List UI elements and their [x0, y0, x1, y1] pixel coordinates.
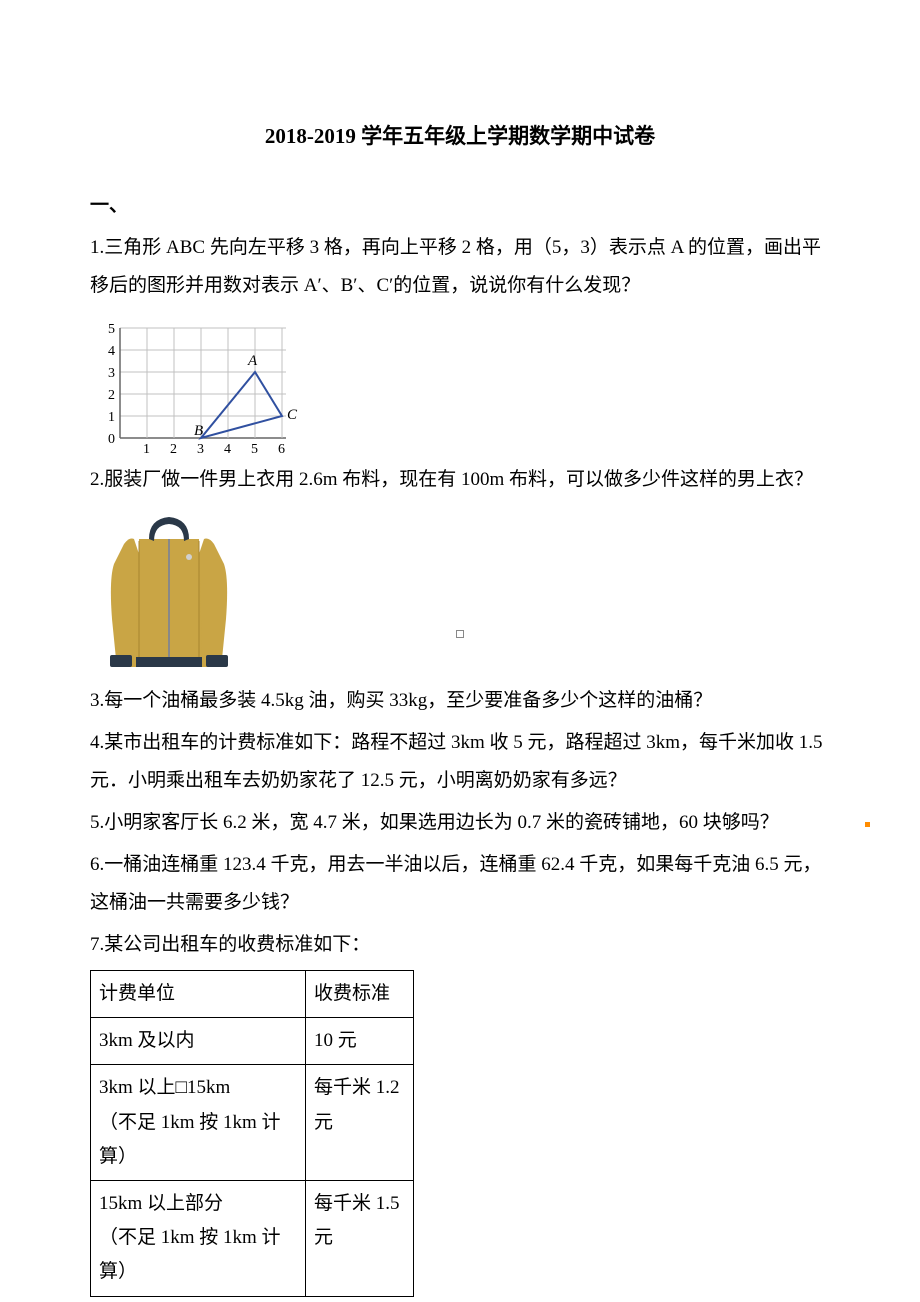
svg-text:3: 3: [108, 366, 115, 381]
decorative-square: [456, 630, 464, 638]
question-3: 3.每一个油桶最多装 4.5kg 油，购买 33kg，至少要准备多少个这样的油桶…: [90, 682, 830, 720]
svg-text:3: 3: [197, 442, 204, 453]
table-row: 3km 及以内 10 元: [91, 1018, 414, 1065]
svg-text:5: 5: [251, 442, 258, 453]
svg-text:4: 4: [108, 344, 115, 359]
svg-text:1: 1: [143, 442, 150, 453]
table-cell: 15km 以上部分（不足 1km 按 1km 计算）: [91, 1180, 306, 1296]
table-row: 15km 以上部分（不足 1km 按 1km 计算） 每千米 1.5元: [91, 1180, 414, 1296]
section-label: 一、: [90, 190, 830, 217]
table-cell: 每千米 1.5元: [306, 1180, 414, 1296]
fare-table: 计费单位 收费标准 3km 及以内 10 元 3km 以上□15km（不足 1k…: [90, 970, 414, 1297]
jacket-image: [94, 509, 244, 674]
svg-text:6: 6: [278, 442, 285, 453]
table-cell: 3km 以上□15km（不足 1km 按 1km 计算）: [91, 1065, 306, 1181]
table-row: 计费单位 收费标准: [91, 971, 414, 1018]
svg-text:B: B: [194, 423, 203, 439]
svg-text:4: 4: [224, 442, 231, 453]
svg-text:A: A: [247, 353, 258, 369]
triangle-grid-chart: 0 1 2 3 4 5 1 2 3 4 5 6 A B C: [94, 313, 302, 453]
table-cell: 每千米 1.2元: [306, 1065, 414, 1181]
table-cell: 3km 及以内: [91, 1018, 306, 1065]
question-6: 6.一桶油连桶重 123.4 千克，用去一半油以后，连桶重 62.4 千克，如果…: [90, 846, 830, 922]
svg-text:5: 5: [108, 322, 115, 337]
document-title: 2018-2019 学年五年级上学期数学期中试卷: [90, 120, 830, 150]
svg-text:2: 2: [170, 442, 177, 453]
svg-text:C: C: [287, 407, 298, 423]
question-2: 2.服装厂做一件男上衣用 2.6m 布料，现在有 100m 布料，可以做多少件这…: [90, 461, 830, 499]
svg-text:0: 0: [108, 432, 115, 447]
table-header-cell: 计费单位: [91, 971, 306, 1018]
question-1: 1.三角形 ABC 先向左平移 3 格，再向上平移 2 格，用（5，3）表示点 …: [90, 229, 830, 305]
table-cell: 10 元: [306, 1018, 414, 1065]
question-4: 4.某市出租车的计费标准如下：路程不超过 3km 收 5 元，路程超过 3km，…: [90, 724, 830, 800]
question-7-intro: 7.某公司出租车的收费标准如下：: [90, 926, 830, 964]
table-row: 3km 以上□15km（不足 1km 按 1km 计算） 每千米 1.2元: [91, 1065, 414, 1181]
svg-text:1: 1: [108, 410, 115, 425]
table-header-cell: 收费标准: [306, 971, 414, 1018]
question-5: 5.小明家客厅长 6.2 米，宽 4.7 米，如果选用边长为 0.7 米的瓷砖铺…: [90, 804, 830, 842]
decorative-dot: [865, 822, 870, 827]
svg-text:2: 2: [108, 388, 115, 403]
